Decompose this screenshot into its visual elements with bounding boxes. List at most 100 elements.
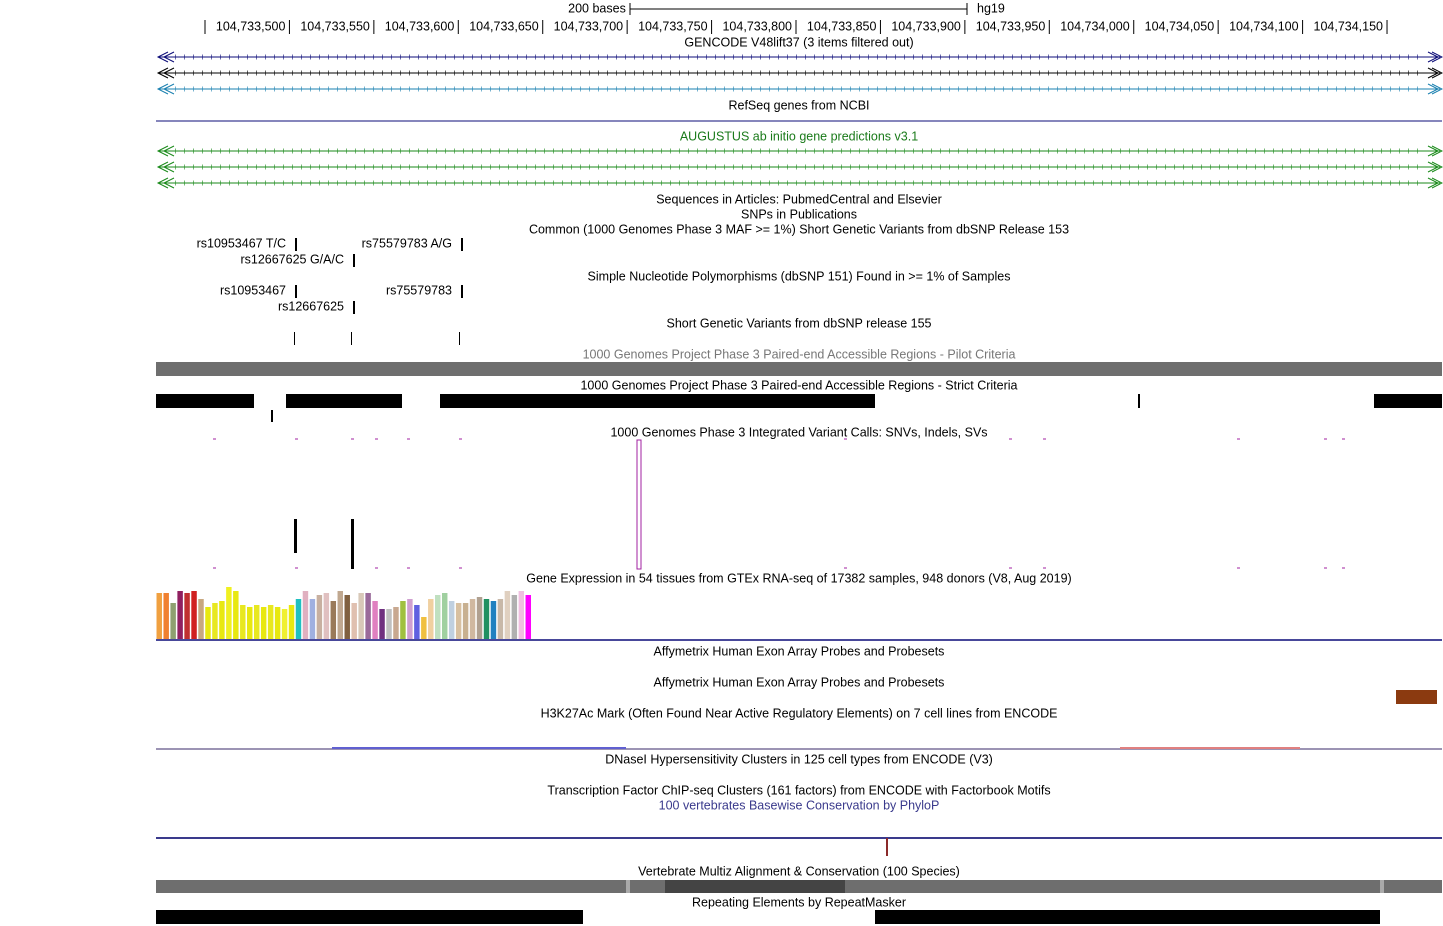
track-title: 100 vertebrates Basewise Conservation by…	[659, 798, 940, 812]
variant-mark	[459, 332, 460, 345]
gtex-bar	[358, 593, 364, 639]
snp-label: rs10953467	[220, 283, 286, 297]
snp-label: rs75579783 A/G	[362, 236, 452, 250]
gtex-bar	[504, 591, 511, 639]
multiz-gap	[626, 880, 630, 893]
ruler-label: 104,733,500	[216, 19, 286, 33]
variant-call	[294, 519, 297, 553]
gtex-bar	[240, 605, 246, 639]
ruler-label: 104,733,550	[300, 19, 370, 33]
gtex-bar	[421, 617, 427, 639]
gencode-transcript-arrows	[156, 51, 1443, 63]
variant-mark	[294, 332, 295, 345]
gtex-bar	[386, 609, 392, 639]
snp-mark	[295, 238, 297, 251]
gtex-bar	[518, 591, 525, 639]
gtex-bar	[441, 593, 448, 639]
gtex-bar	[184, 593, 190, 639]
gtex-bar	[372, 601, 378, 639]
track-title: Gene Expression in 54 tissues from GTEx …	[526, 571, 1071, 585]
affy-probe	[1396, 690, 1437, 704]
gtex-bar	[253, 605, 260, 639]
snp-label: rs12667625	[278, 299, 344, 313]
track-title: RefSeq genes from NCBI	[728, 98, 869, 112]
track-title: GENCODE V48lift37 (3 items filtered out)	[684, 35, 913, 49]
track-title: Common (1000 Genomes Phase 3 MAF >= 1%) …	[529, 222, 1069, 236]
gtex-bar	[226, 587, 232, 639]
gtex-bar	[219, 601, 225, 639]
ruler-label: 104,734,000	[1060, 19, 1130, 33]
gtex-bar	[170, 603, 176, 639]
track-title: Vertebrate Multiz Alignment & Conservati…	[638, 864, 960, 878]
ruler-label: 104,734,050	[1145, 19, 1215, 33]
snp-mark	[353, 254, 355, 267]
track-title: SNPs in Publications	[741, 207, 857, 221]
track-title: H3K27Ac Mark (Often Found Near Active Re…	[541, 706, 1058, 720]
gtex-bar	[316, 595, 323, 639]
gtex-bar	[163, 593, 169, 639]
gtex-bar	[351, 603, 357, 639]
repeat	[156, 910, 583, 924]
track-title: Repeating Elements by RepeatMasker	[692, 895, 906, 909]
gtex-bar	[525, 595, 531, 639]
gtex-bar	[455, 603, 462, 639]
gtex-bar	[344, 595, 350, 639]
track-title: 1000 Genomes Project Phase 3 Paired-end …	[583, 347, 1016, 361]
track-title: 1000 Genomes Project Phase 3 Paired-end …	[580, 378, 1017, 392]
track-title: DNaseI Hypersensitivity Clusters in 125 …	[605, 752, 993, 766]
snp-mark	[461, 285, 463, 298]
gtex-bar	[330, 601, 337, 639]
gtex-bar	[469, 599, 476, 639]
scale-label: 200 bases	[568, 1, 626, 15]
ruler-label: 104,733,600	[385, 19, 455, 33]
gtex-bar	[476, 597, 483, 639]
track-title: Affymetrix Human Exon Array Probes and P…	[654, 644, 945, 658]
gtex-bar	[337, 591, 343, 639]
snp-mark	[353, 301, 355, 314]
ruler-label: 104,733,900	[891, 19, 961, 33]
gtex-bar	[407, 599, 413, 639]
augustus-transcript-arrows	[156, 161, 1443, 173]
gtex-bar	[205, 607, 211, 639]
track-title: Sequences in Articles: PubmedCentral and…	[656, 192, 942, 206]
gencode-transcript-arrows	[156, 67, 1443, 79]
track-title: Short Genetic Variants from dbSNP releas…	[667, 316, 932, 330]
gtex-bar	[267, 605, 274, 639]
gtex-bar	[302, 591, 309, 639]
track-title: 1000 Genomes Phase 3 Integrated Variant …	[610, 425, 987, 439]
track-title: Transcription Factor ChIP-seq Clusters (…	[547, 783, 1050, 797]
gencode-transcript-arrows	[156, 83, 1443, 95]
ruler-label: 104,733,850	[807, 19, 877, 33]
gtex-bar	[295, 599, 302, 639]
snp-label: rs75579783	[386, 283, 452, 297]
gtex-bar	[309, 599, 316, 639]
strict-region	[1374, 394, 1442, 408]
gtex-bar	[483, 599, 490, 639]
gtex-bar	[414, 605, 420, 639]
augustus-transcript-arrows	[156, 145, 1443, 157]
track-title: Simple Nucleotide Polymorphisms (dbSNP 1…	[588, 269, 1011, 283]
augustus-transcript-arrows	[156, 177, 1443, 189]
gtex-bar	[379, 609, 385, 639]
gtex-bar	[435, 595, 441, 639]
assembly-label: hg19	[977, 1, 1005, 15]
gtex-bar	[365, 593, 371, 639]
gtex-bar	[448, 601, 455, 639]
ruler-label: 104,734,100	[1229, 19, 1299, 33]
strict-region	[1138, 394, 1140, 408]
ruler-label: 104,733,650	[469, 19, 539, 33]
ruler-label: 104,733,950	[976, 19, 1046, 33]
gtex-bar	[191, 591, 197, 639]
gtex-bar	[198, 599, 204, 639]
multiz-conserved	[665, 880, 845, 893]
gtex-bar	[393, 607, 399, 639]
strict-region	[271, 410, 273, 422]
strict-region	[286, 394, 402, 408]
gtex-bar	[288, 605, 295, 639]
track-title: AUGUSTUS ab initio gene predictions v3.1	[680, 129, 918, 143]
gtex-bar	[247, 607, 253, 639]
gtex-bar	[323, 593, 330, 639]
track-title: Affymetrix Human Exon Array Probes and P…	[654, 675, 945, 689]
strict-region	[156, 394, 254, 408]
